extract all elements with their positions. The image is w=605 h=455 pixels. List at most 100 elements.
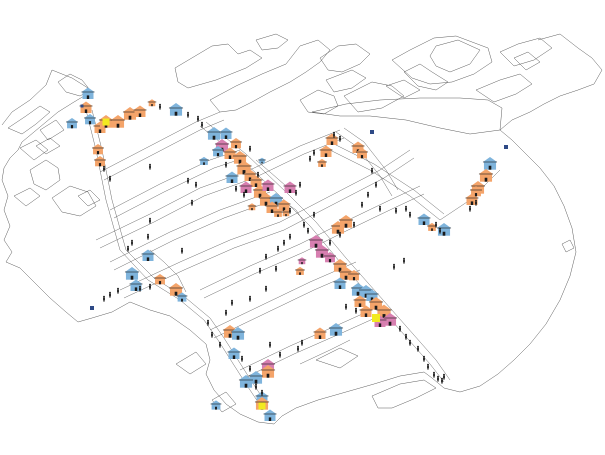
- house-marker-orange: [338, 215, 354, 228]
- house-marker-orange: [313, 327, 327, 339]
- pedestrian: [307, 227, 309, 234]
- pedestrian: [329, 239, 331, 246]
- pedestrian: [231, 299, 233, 306]
- pedestrian: [443, 373, 445, 380]
- house-marker-orange: [243, 169, 257, 181]
- pedestrian: [269, 341, 271, 348]
- upper-road-strip: [311, 97, 503, 135]
- house-marker-blue: [66, 117, 78, 129]
- house-marker-blue: [225, 171, 239, 183]
- pedestrian: [249, 365, 251, 372]
- left-block-d: [51, 185, 97, 217]
- pedestrian: [149, 217, 151, 224]
- pedestrian: [277, 245, 279, 252]
- pedestrian: [225, 309, 227, 316]
- left-block-g: [39, 119, 65, 141]
- pedestrian: [339, 135, 341, 142]
- pedestrian: [313, 149, 315, 156]
- pedestrian: [393, 263, 395, 270]
- house-marker-orange: [478, 169, 494, 182]
- pedestrian: [353, 221, 355, 228]
- house-marker-blue: [482, 157, 498, 170]
- pedestrian: [249, 145, 251, 152]
- house-marker-orange: [110, 115, 126, 128]
- pedestrian: [379, 205, 381, 212]
- pedestrian: [187, 111, 189, 118]
- house-marker-orange: [317, 158, 327, 167]
- cross-street-1: [99, 111, 221, 173]
- pedestrian: [417, 345, 419, 352]
- cross-street-1b: [103, 119, 225, 181]
- house-markers: [66, 87, 498, 421]
- pedestrian: [289, 233, 291, 240]
- pedestrian: [241, 355, 243, 362]
- pedestrian: [439, 227, 441, 234]
- east-connector-b: [333, 143, 445, 215]
- pedestrian: [395, 207, 397, 214]
- pedestrian: [303, 221, 305, 228]
- house-marker-orange: [368, 297, 384, 310]
- pedestrian: [127, 245, 129, 252]
- house-marker-blue: [81, 87, 95, 99]
- pedestrian: [475, 199, 477, 206]
- house-marker-blue: [238, 375, 254, 388]
- house-marker-pink: [261, 179, 275, 191]
- pedestrian: [197, 115, 199, 122]
- cross-street-5: [119, 149, 411, 291]
- pedestrian: [289, 207, 291, 214]
- pedestrian: [309, 155, 311, 162]
- pedestrian: [147, 233, 149, 240]
- pedestrian: [295, 189, 297, 196]
- house-marker-blue: [219, 127, 233, 139]
- house-marker-orange: [277, 199, 291, 211]
- pedestrian: [441, 377, 443, 384]
- pedestrian: [345, 303, 347, 310]
- pedestrian: [109, 291, 111, 298]
- pedestrian: [255, 383, 257, 390]
- house-marker-blue: [436, 223, 452, 236]
- pedestrian: [261, 389, 263, 396]
- pedestrian: [195, 181, 197, 188]
- house-marker-blue: [230, 327, 246, 340]
- cross-street-4: [109, 191, 271, 263]
- pedestrian: [103, 165, 105, 172]
- pedestrian: [469, 205, 471, 212]
- left-block-e: [77, 189, 101, 207]
- house-marker-blue: [206, 127, 222, 140]
- house-marker-orange: [356, 147, 368, 159]
- house-marker-orange: [133, 105, 147, 117]
- left-block-a: [7, 105, 51, 135]
- pedestrian: [367, 191, 369, 198]
- pedestrian: [409, 339, 411, 346]
- pedestrian: [403, 257, 405, 264]
- house-marker-blue: [263, 409, 277, 421]
- pedestrian: [279, 351, 281, 358]
- pedestrian-markers: [103, 103, 477, 396]
- house-marker-blue: [248, 371, 264, 384]
- north-connector-b: [343, 127, 399, 191]
- house-marker-blue: [124, 267, 140, 280]
- house-marker-orange: [147, 99, 157, 107]
- link-4: [255, 159, 287, 187]
- house-marker-blue: [84, 113, 96, 125]
- house-marker-orange: [260, 365, 276, 378]
- pedestrian: [207, 319, 209, 326]
- house-marker-orange: [230, 137, 242, 149]
- pedestrian: [405, 205, 407, 212]
- pedestrian: [211, 331, 213, 338]
- house-marker-orange: [223, 147, 237, 159]
- house-marker-blue: [227, 347, 241, 359]
- left-block-b: [19, 139, 49, 161]
- house-marker-orange: [232, 151, 248, 164]
- house-marker-pink: [283, 181, 297, 193]
- pedestrian: [371, 167, 373, 174]
- lower-block-1: [371, 379, 437, 409]
- cross-street-2b: [113, 157, 245, 219]
- house-marker-blue: [212, 145, 224, 157]
- left-block-h: [35, 137, 61, 155]
- house-marker-pink: [314, 245, 330, 258]
- pedestrian: [103, 295, 105, 302]
- dock-pier-5: [499, 33, 603, 131]
- house-marker-orange: [359, 305, 373, 317]
